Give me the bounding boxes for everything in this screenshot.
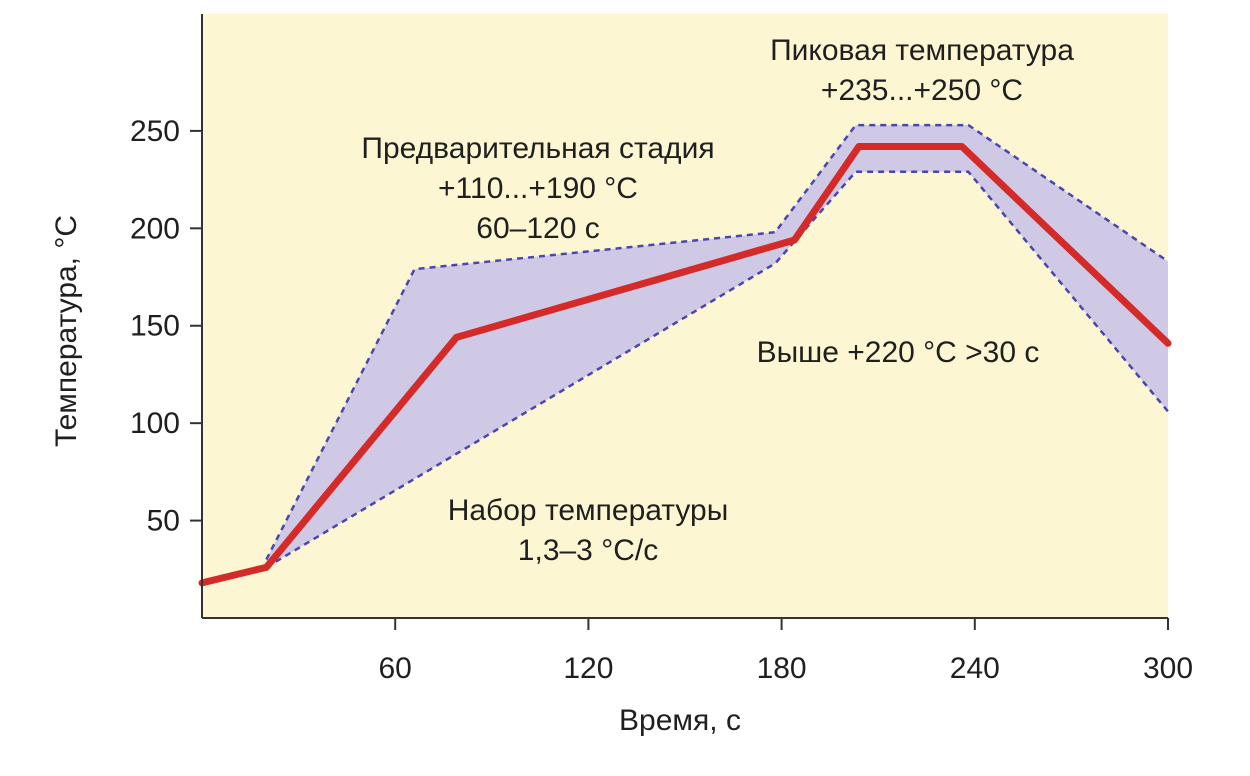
annotation-peak-line: Пиковая температура — [770, 34, 1074, 67]
annotation-ramp-line: Набор температуры — [448, 494, 729, 527]
annotation-preheat-line: Предварительная стадия — [361, 132, 714, 165]
y-tick-label: 100 — [130, 407, 180, 440]
x-tick-label: 60 — [379, 652, 412, 685]
annotation-ramp-line: 1,3–3 °С/с — [518, 534, 658, 567]
profile-line — [198, 143, 1172, 587]
annotation-peak-line: +235...+250 °С — [821, 74, 1023, 107]
y-tick-label: 150 — [130, 310, 180, 343]
y-ticks: 50 100 150 200 250 — [130, 115, 202, 538]
x-tick-label: 180 — [757, 652, 807, 685]
y-tick-label: 250 — [130, 115, 180, 148]
annotations: Пиковая температура +235...+250 °С Предвар… — [361, 34, 1074, 567]
x-tick-label: 240 — [950, 652, 1000, 685]
annotation-above-line: Выше +220 °С >30 с — [757, 336, 1040, 369]
x-tick-label: 300 — [1143, 652, 1193, 685]
x-axis-title: Время, с — [619, 704, 741, 737]
x-ticks: 60 120 180 240 300 — [379, 618, 1193, 685]
y-axis-title: Температура, °С — [50, 215, 83, 447]
x-tick-label: 120 — [563, 652, 613, 685]
y-tick-label: 200 — [130, 212, 180, 245]
y-tick-label: 50 — [147, 505, 180, 538]
annotation-preheat-line: +110...+190 °С — [438, 172, 638, 205]
annotation-preheat-line: 60–120 с — [476, 212, 599, 245]
